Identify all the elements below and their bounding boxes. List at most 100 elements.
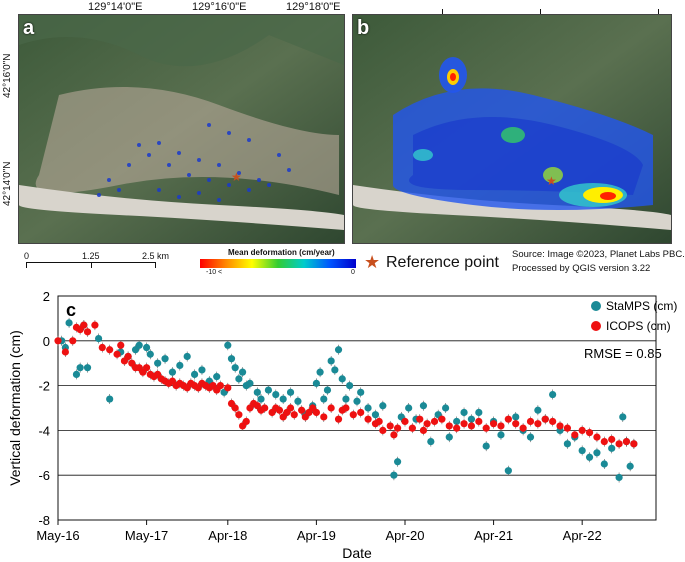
icops-point: [224, 384, 232, 392]
y-tick-label: -8: [38, 513, 50, 528]
stamps-point: [475, 408, 483, 417]
stamps-point: [497, 431, 505, 439]
stamps-point: [95, 334, 103, 343]
legend-marker-icops: [591, 321, 601, 331]
icops-point: [286, 404, 295, 412]
stamps-point: [585, 453, 594, 461]
stamps-point: [135, 341, 143, 349]
top-tick-3: 129°18'0"E: [286, 1, 341, 13]
legend-min: -10 <: [206, 269, 223, 276]
reference-label: Reference point: [386, 254, 499, 271]
icops-point: [453, 424, 461, 432]
stamps-point: [83, 364, 92, 372]
icops-point: [394, 424, 402, 432]
icops-point: [419, 426, 428, 434]
stamps-point: [168, 368, 177, 376]
stamps-point: [626, 462, 634, 470]
icops-point: [216, 382, 225, 390]
stamps-point: [323, 386, 332, 394]
icops-point: [475, 417, 483, 426]
icops-point: [467, 422, 476, 430]
icops-point: [320, 413, 328, 421]
stamps-point: [563, 440, 572, 448]
icops-point: [571, 431, 579, 439]
stamps-point: [467, 415, 476, 423]
stamps-point: [253, 388, 261, 396]
reference-star-icon: ★: [364, 252, 381, 272]
stamps-point: [504, 467, 512, 475]
stamps-point: [224, 341, 232, 349]
stamps-point: [231, 364, 239, 372]
y-axis-label: Vertical deformation (cm): [7, 330, 23, 486]
series-stamps: [58, 317, 638, 483]
icops-point: [622, 438, 631, 446]
stamps-point: [338, 375, 346, 383]
stamps-point: [441, 404, 450, 412]
stamps-point: [320, 395, 328, 403]
stamps-point: [379, 402, 387, 410]
tick-mark: [540, 9, 541, 14]
x-tick-label: Apr-18: [208, 528, 247, 543]
scale-label-2: 2.5 km: [142, 251, 170, 261]
stamps-point: [331, 366, 339, 374]
stamps-point: [334, 346, 343, 354]
stamps-point: [512, 413, 520, 421]
stamps-point: [593, 449, 601, 457]
stamps-point: [190, 370, 199, 378]
stamps-point: [453, 417, 461, 426]
icops-point: [563, 424, 572, 432]
stamps-point: [286, 388, 295, 396]
icops-point: [124, 352, 132, 361]
icops-point: [334, 415, 343, 423]
x-tick-label: Apr-22: [563, 528, 602, 543]
stamps-point: [327, 357, 335, 365]
y-tick-label: 0: [43, 334, 50, 349]
icops-point: [290, 411, 298, 419]
stamps-point: [549, 390, 557, 399]
scale-label-1: 1.25: [82, 251, 100, 261]
map-panel-a: ★ a: [18, 14, 345, 244]
stamps-point: [176, 361, 184, 370]
icops-point: [585, 429, 594, 437]
x-ticks: May-16 May-17 Apr-18 Apr-19 Apr-20 Apr-21 Apr-…: [36, 520, 602, 543]
icops-point: [80, 321, 88, 329]
panel-c-label: c: [66, 300, 76, 320]
reference-star-a: ★: [231, 170, 242, 184]
x-tick-label: Apr-21: [474, 528, 513, 543]
icops-point: [519, 424, 527, 432]
stamps-point: [257, 395, 265, 403]
stamps-point: [364, 404, 372, 412]
stamps-point: [198, 366, 206, 374]
icops-point: [69, 337, 77, 345]
icops-point: [600, 438, 608, 446]
stamps-point: [272, 390, 280, 399]
source-line-2: Processed by QGIS version 3.22: [512, 263, 651, 274]
stamps-point: [371, 411, 380, 419]
stamps-point: [235, 375, 243, 383]
icops-point: [142, 364, 151, 372]
icops-point: [460, 420, 468, 428]
stamps-point: [312, 379, 320, 387]
stamps-point: [427, 438, 435, 446]
icops-point: [401, 417, 409, 426]
stamps-point: [460, 408, 468, 417]
icops-point: [327, 404, 335, 412]
stamps-point: [526, 433, 535, 441]
top-tick-1: 129°14'0"E: [88, 1, 143, 13]
stamps-point: [353, 397, 361, 405]
icops-point: [504, 415, 512, 423]
stamps-point: [619, 413, 627, 421]
icops-point: [117, 341, 125, 349]
stamps-point: [534, 406, 542, 414]
stamps-point: [346, 382, 354, 390]
icops-point: [298, 406, 306, 414]
satellite-image-a: ★: [19, 15, 344, 243]
stamps-point: [106, 395, 114, 403]
icops-point: [445, 422, 453, 430]
stamps-point: [405, 404, 413, 412]
stamps-point: [279, 395, 287, 403]
stamps-point: [264, 386, 273, 394]
icops-point: [61, 348, 69, 356]
scale-label-0: 0: [24, 251, 30, 261]
x-tick-label: May-16: [36, 528, 79, 543]
